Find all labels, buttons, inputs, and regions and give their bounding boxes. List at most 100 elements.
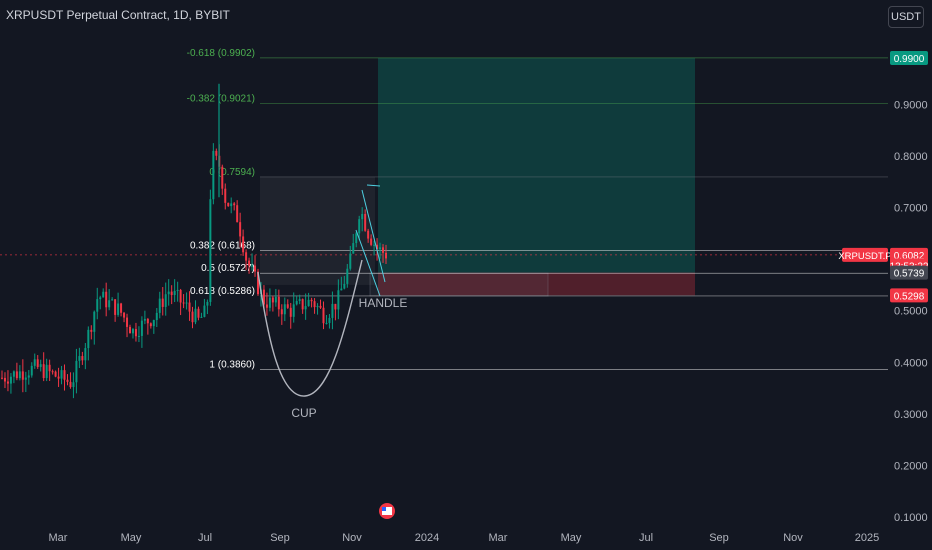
candle-body — [340, 288, 343, 291]
candle-body — [236, 205, 239, 223]
candle-body — [155, 312, 158, 321]
candle-body — [352, 243, 355, 254]
candle-body — [370, 238, 373, 245]
candle-body — [69, 381, 72, 388]
candle-body — [200, 316, 203, 318]
candle-body — [149, 323, 152, 327]
x-tick-label: Nov — [342, 532, 362, 544]
candle-body — [176, 289, 179, 291]
x-tick-label: Nov — [783, 532, 803, 544]
candle-body — [215, 150, 218, 156]
flag-icon[interactable] — [379, 503, 395, 519]
candle-body — [304, 306, 307, 310]
candle-body — [206, 301, 209, 306]
candle-body — [15, 371, 18, 379]
profit-zone — [378, 58, 695, 273]
candle-body — [322, 307, 325, 324]
candle-body — [268, 297, 271, 308]
y-tick-label: 0.7000 — [894, 203, 928, 215]
fib-level-label: -0.382 (0.9021) — [187, 93, 255, 104]
candle-body — [63, 370, 66, 380]
x-tick-label: Sep — [709, 532, 729, 544]
candle-body — [24, 377, 27, 380]
candle-body — [30, 365, 33, 376]
handle-line-top — [366, 184, 381, 187]
candle-body — [331, 303, 334, 318]
currency-unit-button[interactable]: USDT — [888, 6, 924, 28]
candle-body — [316, 305, 319, 308]
candle-body — [126, 317, 129, 327]
candle-body — [93, 311, 96, 332]
candle-body — [18, 371, 21, 379]
candle-body — [355, 233, 358, 244]
candle-body — [164, 294, 167, 307]
candle-body — [173, 290, 176, 296]
candle-body — [221, 166, 224, 189]
candle-body — [140, 320, 143, 336]
flag-icon-field — [382, 507, 392, 515]
y-tick-label: 0.9000 — [894, 99, 928, 111]
candle-body — [328, 317, 331, 323]
candle-body — [131, 329, 134, 334]
candle-body — [152, 320, 155, 327]
candle-body — [251, 265, 254, 267]
cup-label: CUP — [291, 406, 316, 420]
pattern-drawings[interactable]: CUP HANDLE — [257, 184, 408, 420]
x-tick-label: May — [561, 532, 582, 544]
y-axis[interactable]: 0.10000.20000.30000.40000.50000.60000.70… — [894, 99, 928, 524]
candle-body — [301, 299, 304, 310]
y-tick-label: 0.5000 — [894, 306, 928, 318]
candle-body — [129, 326, 131, 334]
cup-curve — [257, 259, 363, 397]
candle-body — [262, 289, 265, 305]
candle-body — [358, 219, 361, 234]
price-label-text: 0.9900 — [894, 54, 925, 65]
symbol-tag-label: XRPUSDT.P — [838, 251, 891, 262]
candle-body — [280, 309, 283, 315]
candle-body — [239, 222, 242, 237]
candle-body — [105, 291, 108, 308]
candle-body — [137, 335, 140, 337]
candle-body — [325, 322, 328, 324]
candle-body — [343, 283, 346, 289]
x-tick-label: Mar — [49, 532, 68, 544]
candle-body — [224, 188, 227, 203]
candle-body — [158, 298, 161, 313]
candle-body — [78, 356, 81, 361]
candle-body — [337, 290, 340, 310]
loss-zone — [378, 272, 695, 296]
candle-body — [27, 375, 30, 378]
candle-body — [66, 379, 69, 382]
candle-body — [197, 308, 200, 318]
y-tick-label: 0.4000 — [894, 357, 928, 369]
candle-body — [209, 199, 212, 302]
candle-body — [364, 213, 367, 231]
candle-body — [295, 300, 298, 305]
handle-label: HANDLE — [359, 296, 408, 310]
handle-line-upper — [361, 189, 386, 283]
candle-body — [248, 260, 251, 266]
candle-body — [265, 304, 268, 308]
candle-body — [382, 247, 385, 253]
x-tick-label: Jul — [198, 532, 212, 544]
candle-body — [307, 299, 310, 307]
fibonacci-retracement[interactable]: -0.618 (0.9902) -0.382 (0.9021) 0 (0.7594)… — [0, 48, 888, 371]
candles-layer — [1, 83, 387, 399]
candle-body — [283, 304, 286, 315]
x-axis[interactable]: Mar May Jul Sep Nov 2024 Mar May Jul Sep Nov 2025 — [49, 532, 880, 544]
candle-body — [286, 304, 289, 308]
fib-level-label: 0 (0.7594) — [209, 167, 255, 178]
candle-body — [188, 302, 191, 312]
candle-body — [203, 305, 206, 317]
price-label — [890, 265, 928, 280]
candle-body — [310, 299, 313, 302]
x-tick-label: May — [121, 532, 142, 544]
candle-body — [179, 289, 182, 303]
candle-body — [114, 299, 117, 315]
candle-body — [167, 291, 170, 295]
candle-body — [376, 244, 379, 250]
candle-body — [170, 291, 173, 296]
fib-level-label: 1 (0.3860) — [209, 360, 255, 371]
candle-body — [39, 364, 42, 367]
